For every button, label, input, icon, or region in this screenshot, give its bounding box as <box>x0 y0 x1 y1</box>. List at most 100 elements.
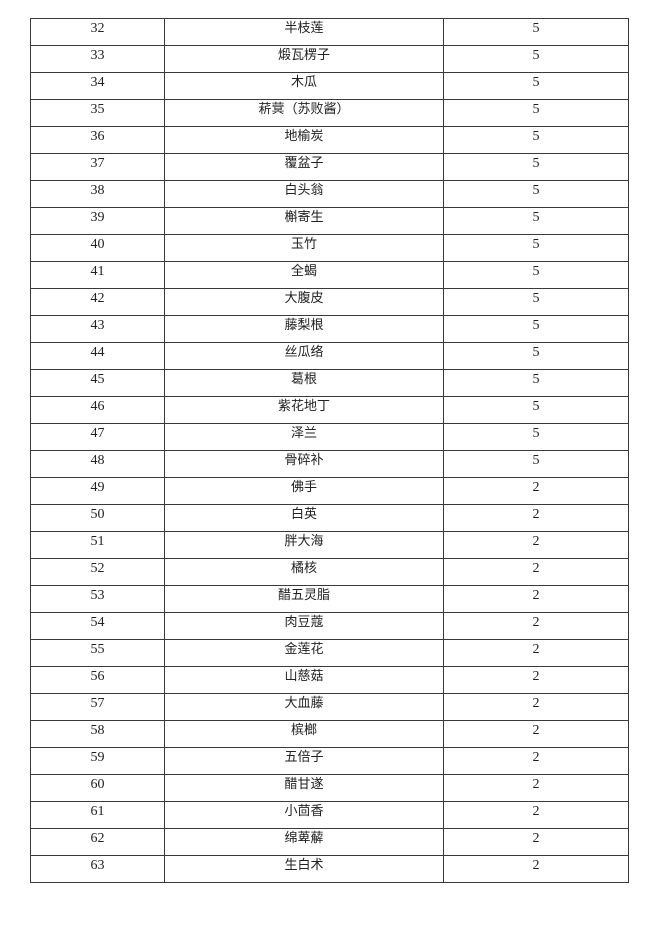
table-row: 49 佛手 2 <box>30 477 629 505</box>
table-row: 34 木瓜 5 <box>30 72 629 100</box>
herb-table: 32 半枝莲 5 33 煅瓦楞子 5 34 木瓜 5 35 菥蓂（苏败酱） 5 36 地榆炭 5 37 覆盆子 5… <box>30 18 629 883</box>
herb-name-cell: 生白术 <box>164 855 444 883</box>
table-row: 56 山慈菇 2 <box>30 666 629 694</box>
value-cell: 5 <box>443 315 629 343</box>
table-row: 59 五倍子 2 <box>30 747 629 775</box>
value-cell: 2 <box>443 801 629 829</box>
value-cell: 2 <box>443 531 629 559</box>
herb-name-cell: 菥蓂（苏败酱） <box>164 99 444 127</box>
row-number-cell: 41 <box>30 261 165 289</box>
value-cell: 2 <box>443 504 629 532</box>
row-number-cell: 46 <box>30 396 165 424</box>
row-number-cell: 33 <box>30 45 165 73</box>
row-number-cell: 43 <box>30 315 165 343</box>
herb-name-cell: 泽兰 <box>164 423 444 451</box>
table-row: 46 紫花地丁 5 <box>30 396 629 424</box>
table-row: 52 橘核 2 <box>30 558 629 586</box>
herb-name-cell: 煅瓦楞子 <box>164 45 444 73</box>
row-number-cell: 50 <box>30 504 165 532</box>
table-row: 36 地榆炭 5 <box>30 126 629 154</box>
value-cell: 5 <box>443 207 629 235</box>
row-number-cell: 51 <box>30 531 165 559</box>
value-cell: 5 <box>443 99 629 127</box>
value-cell: 5 <box>443 369 629 397</box>
row-number-cell: 60 <box>30 774 165 802</box>
row-number-cell: 61 <box>30 801 165 829</box>
value-cell: 2 <box>443 828 629 856</box>
value-cell: 5 <box>443 153 629 181</box>
value-cell: 5 <box>443 396 629 424</box>
table-row: 42 大腹皮 5 <box>30 288 629 316</box>
table-row: 33 煅瓦楞子 5 <box>30 45 629 73</box>
herb-name-cell: 肉豆蔻 <box>164 612 444 640</box>
herb-table-body: 32 半枝莲 5 33 煅瓦楞子 5 34 木瓜 5 35 菥蓂（苏败酱） 5 36 地榆炭 5 37 覆盆子 5… <box>30 18 629 883</box>
value-cell: 2 <box>443 585 629 613</box>
row-number-cell: 34 <box>30 72 165 100</box>
herb-name-cell: 佛手 <box>164 477 444 505</box>
row-number-cell: 63 <box>30 855 165 883</box>
table-row: 37 覆盆子 5 <box>30 153 629 181</box>
herb-name-cell: 山慈菇 <box>164 666 444 694</box>
row-number-cell: 37 <box>30 153 165 181</box>
row-number-cell: 58 <box>30 720 165 748</box>
row-number-cell: 57 <box>30 693 165 721</box>
table-row: 58 槟榔 2 <box>30 720 629 748</box>
herb-name-cell: 金莲花 <box>164 639 444 667</box>
value-cell: 2 <box>443 720 629 748</box>
value-cell: 5 <box>443 288 629 316</box>
row-number-cell: 42 <box>30 288 165 316</box>
herb-name-cell: 橘核 <box>164 558 444 586</box>
herb-name-cell: 白头翁 <box>164 180 444 208</box>
herb-name-cell: 大血藤 <box>164 693 444 721</box>
table-row: 43 藤梨根 5 <box>30 315 629 343</box>
table-row: 48 骨碎补 5 <box>30 450 629 478</box>
value-cell: 5 <box>443 423 629 451</box>
table-row: 35 菥蓂（苏败酱） 5 <box>30 99 629 127</box>
row-number-cell: 36 <box>30 126 165 154</box>
herb-name-cell: 槟榔 <box>164 720 444 748</box>
value-cell: 2 <box>443 747 629 775</box>
herb-name-cell: 丝瓜络 <box>164 342 444 370</box>
value-cell: 2 <box>443 855 629 883</box>
row-number-cell: 48 <box>30 450 165 478</box>
table-row: 51 胖大海 2 <box>30 531 629 559</box>
row-number-cell: 44 <box>30 342 165 370</box>
herb-name-cell: 藤梨根 <box>164 315 444 343</box>
herb-name-cell: 全蝎 <box>164 261 444 289</box>
herb-name-cell: 白英 <box>164 504 444 532</box>
value-cell: 5 <box>443 342 629 370</box>
herb-name-cell: 玉竹 <box>164 234 444 262</box>
value-cell: 2 <box>443 774 629 802</box>
row-number-cell: 59 <box>30 747 165 775</box>
herb-name-cell: 绵萆薢 <box>164 828 444 856</box>
value-cell: 2 <box>443 477 629 505</box>
row-number-cell: 39 <box>30 207 165 235</box>
row-number-cell: 52 <box>30 558 165 586</box>
herb-name-cell: 醋甘遂 <box>164 774 444 802</box>
herb-name-cell: 葛根 <box>164 369 444 397</box>
row-number-cell: 53 <box>30 585 165 613</box>
row-number-cell: 49 <box>30 477 165 505</box>
value-cell: 2 <box>443 666 629 694</box>
table-row: 60 醋甘遂 2 <box>30 774 629 802</box>
herb-name-cell: 半枝莲 <box>164 18 444 46</box>
table-row: 32 半枝莲 5 <box>30 18 629 46</box>
value-cell: 5 <box>443 261 629 289</box>
value-cell: 5 <box>443 72 629 100</box>
table-row: 40 玉竹 5 <box>30 234 629 262</box>
row-number-cell: 56 <box>30 666 165 694</box>
value-cell: 2 <box>443 558 629 586</box>
herb-name-cell: 胖大海 <box>164 531 444 559</box>
row-number-cell: 45 <box>30 369 165 397</box>
table-row: 41 全蝎 5 <box>30 261 629 289</box>
row-number-cell: 55 <box>30 639 165 667</box>
herb-name-cell: 紫花地丁 <box>164 396 444 424</box>
table-row: 47 泽兰 5 <box>30 423 629 451</box>
value-cell: 5 <box>443 450 629 478</box>
value-cell: 5 <box>443 18 629 46</box>
value-cell: 2 <box>443 693 629 721</box>
value-cell: 2 <box>443 639 629 667</box>
table-row: 57 大血藤 2 <box>30 693 629 721</box>
table-row: 63 生白术 2 <box>30 855 629 883</box>
table-row: 62 绵萆薢 2 <box>30 828 629 856</box>
